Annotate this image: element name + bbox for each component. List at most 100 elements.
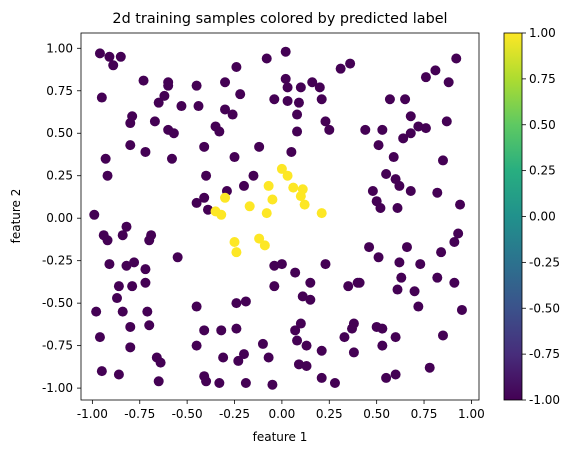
data-point-negative [214,126,225,137]
data-point-negative [257,338,268,349]
plot-frame [80,32,480,401]
plot-area [81,33,479,400]
data-point-negative [104,259,115,270]
data-point-negative [443,77,454,88]
data-point-negative [436,247,447,258]
y-tick-label: -0.25 [42,254,73,268]
data-point-negative [89,209,100,220]
data-point-negative [121,221,132,232]
data-point-negative [153,97,164,108]
data-point-negative [201,376,212,387]
data-point-negative [155,357,166,368]
x-tick-label: 0.25 [316,407,343,421]
data-point-negative [437,155,448,166]
data-point-negative [381,169,392,180]
data-point-negative [202,204,213,215]
y-axis-label: feature 2 [9,189,23,244]
data-point-positive [288,182,299,193]
data-point-negative [360,124,371,135]
data-point-negative [377,323,388,334]
data-point-negative [377,340,388,351]
y-tick-label: -0.75 [42,339,73,353]
data-point-positive [254,233,265,244]
data-point-negative [238,349,249,360]
data-point-negative [129,257,140,268]
x-axis-label: feature 1 [253,430,308,444]
data-point-negative [405,128,416,139]
data-point-negative [138,75,149,86]
data-point-negative [191,340,202,351]
data-point-negative [381,372,392,383]
data-point-negative [238,180,249,191]
data-point-negative [398,133,409,144]
data-point-negative [449,236,460,247]
data-point-negative [102,170,113,181]
data-point-negative [276,259,287,270]
data-point-negative [396,272,407,283]
data-point-positive [259,240,270,251]
data-point-negative [424,362,435,373]
data-point-negative [231,323,242,334]
data-point-negative [142,306,153,317]
data-point-negative [191,80,202,91]
data-point-negative [339,332,350,343]
data-point-negative [220,77,231,88]
data-point-negative [94,332,105,343]
data-point-negative [282,82,293,93]
data-point-negative [144,235,155,246]
y-tick-label: -0.50 [42,296,73,310]
data-point-negative [329,378,340,389]
data-point-positive [220,192,231,203]
data-point-negative [316,372,327,383]
data-point-negative [292,126,303,137]
data-point-negative [345,58,356,69]
data-point-negative [199,141,210,152]
data-point-negative [405,186,416,197]
colorbar-tick-label: 1.00 [529,26,556,40]
data-point-negative [401,242,412,253]
data-point-negative [229,152,240,163]
chart-title: 2d training samples colored by predicted… [112,11,447,27]
data-point-negative [441,116,452,127]
data-point-positive [282,170,293,181]
data-point-negative [449,277,460,288]
data-point-negative [108,60,119,71]
x-tick-label: 1.00 [458,407,485,421]
data-point-negative [390,369,401,380]
data-point-negative [125,140,136,151]
data-point-negative [127,281,138,292]
data-point-negative [297,291,308,302]
data-point-negative [140,277,151,288]
data-point-negative [240,296,251,307]
data-point-negative [400,94,411,105]
data-point-negative [94,48,105,59]
data-point-negative [235,89,246,100]
data-point-negative [112,293,123,304]
data-point-negative [367,186,378,197]
data-point-negative [140,146,151,157]
data-point-negative [163,80,174,91]
data-point-negative [456,304,467,315]
data-point-negative [343,281,354,292]
data-point-negative [316,345,327,356]
data-point-negative [269,94,280,105]
data-point-negative [373,140,384,151]
data-point-negative [149,116,160,127]
colorbar-tick-label: -0.50 [529,301,560,315]
data-point-negative [113,281,124,292]
data-point-negative [392,284,403,295]
colorbar-tick-label: 0.50 [529,118,556,132]
data-point-negative [153,376,164,387]
data-point-negative [305,277,316,288]
data-point-negative [290,267,301,278]
colorbar-tick-label: 0.00 [529,210,556,224]
data-point-negative [102,235,113,246]
data-point-positive [299,199,310,210]
data-point-negative [430,65,441,76]
data-point-negative [394,180,405,191]
data-point-negative [413,301,424,312]
data-point-negative [420,123,431,134]
data-point-negative [121,260,132,271]
data-point-negative [127,111,138,122]
data-point-positive [295,191,306,202]
